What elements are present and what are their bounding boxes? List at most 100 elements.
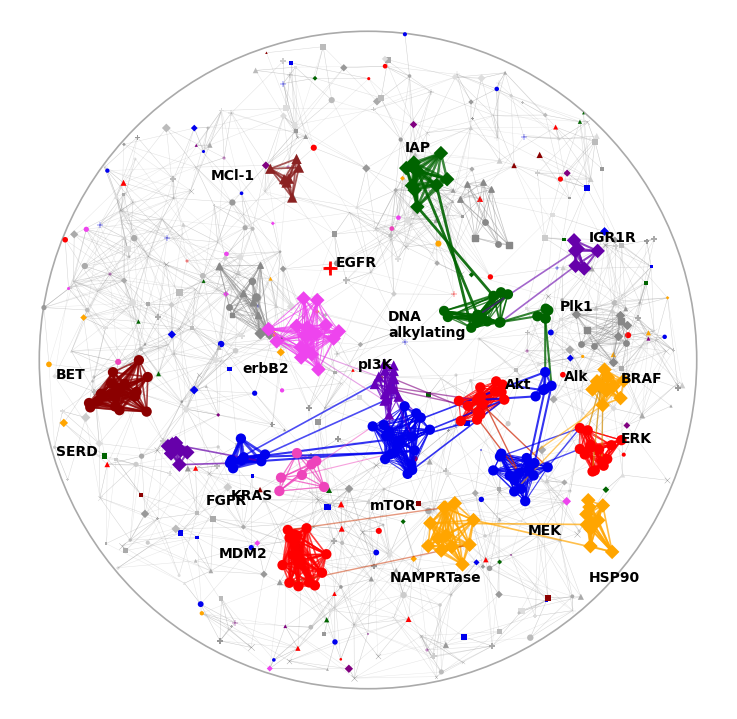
Point [267, 418, 279, 430]
Text: Alk: Alk [565, 370, 589, 384]
Point [517, 96, 528, 108]
Point [186, 322, 198, 334]
Point [115, 215, 127, 226]
Point [584, 133, 596, 145]
Point [454, 193, 466, 205]
Point [406, 431, 418, 442]
Point [224, 457, 236, 469]
Point [408, 553, 419, 564]
Point [424, 456, 436, 467]
Point [323, 485, 335, 496]
Point [621, 319, 632, 331]
Point [539, 312, 551, 324]
Point [340, 275, 352, 286]
Point [57, 406, 69, 417]
Point [283, 173, 295, 185]
Point [279, 536, 291, 547]
Point [574, 422, 586, 434]
Point [587, 519, 599, 531]
Point [306, 326, 318, 337]
Point [130, 390, 142, 402]
Point [668, 344, 680, 356]
Point [565, 485, 576, 497]
Point [84, 402, 96, 413]
Point [409, 453, 421, 464]
Point [574, 443, 586, 454]
Point [573, 526, 585, 537]
Point [475, 444, 487, 455]
Point [388, 360, 399, 371]
Point [287, 549, 298, 561]
Point [368, 104, 380, 115]
Point [557, 369, 569, 380]
Point [105, 377, 117, 389]
Point [111, 388, 122, 399]
Point [542, 290, 553, 302]
Point [262, 324, 274, 335]
Point [471, 317, 483, 329]
Point [111, 366, 122, 377]
Point [428, 650, 440, 661]
Point [532, 531, 544, 542]
Point [223, 623, 234, 635]
Point [390, 326, 402, 338]
Point [113, 404, 125, 416]
Point [577, 407, 589, 418]
Point [597, 399, 609, 411]
Point [166, 329, 178, 340]
Point [139, 508, 151, 520]
Point [309, 73, 321, 84]
Point [636, 410, 648, 421]
Point [616, 362, 628, 374]
Point [215, 339, 227, 350]
Point [212, 237, 223, 248]
Point [211, 460, 223, 472]
Point [547, 209, 559, 221]
Point [226, 107, 237, 119]
Point [369, 224, 381, 235]
Point [537, 385, 549, 396]
Point [393, 391, 405, 403]
Point [442, 311, 454, 323]
Point [299, 330, 311, 342]
Point [133, 354, 144, 366]
Point [288, 528, 300, 540]
Point [383, 549, 395, 561]
Point [185, 386, 197, 398]
Point [568, 234, 580, 246]
Point [362, 628, 374, 639]
Point [646, 261, 657, 273]
Point [162, 339, 174, 350]
Point [59, 234, 71, 245]
Point [367, 421, 379, 432]
Point [585, 439, 597, 451]
Point [525, 632, 537, 644]
Point [385, 383, 397, 395]
Point [363, 73, 374, 84]
Point [139, 339, 151, 350]
Point [374, 417, 386, 429]
Point [554, 535, 566, 546]
Point [112, 562, 124, 574]
Point [298, 293, 310, 304]
Point [216, 105, 228, 116]
Point [321, 501, 333, 513]
Point [487, 464, 499, 476]
Point [142, 298, 154, 310]
Point [312, 416, 324, 427]
Point [491, 83, 503, 95]
Point [246, 470, 258, 482]
Point [411, 408, 422, 419]
Point [422, 505, 434, 517]
Point [326, 94, 338, 106]
Point [383, 409, 395, 421]
Point [399, 29, 411, 40]
Point [449, 498, 461, 509]
Point [198, 146, 209, 157]
Text: ERK: ERK [621, 431, 652, 446]
Point [213, 342, 225, 353]
Point [279, 620, 291, 632]
Point [238, 452, 250, 463]
Point [377, 519, 389, 531]
Point [494, 451, 506, 462]
